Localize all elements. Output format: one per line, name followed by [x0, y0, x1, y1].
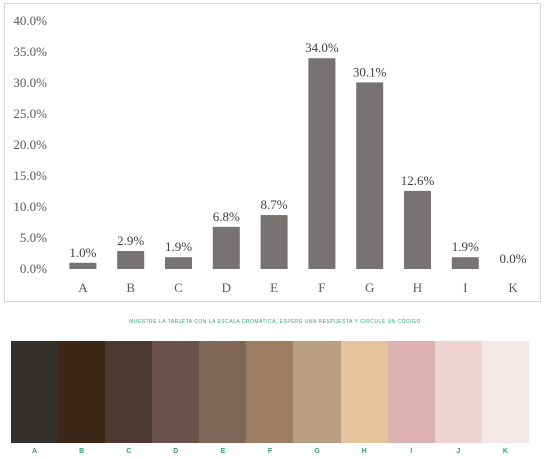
color-swatch: [58, 341, 106, 443]
color-swatch: [293, 341, 341, 443]
chart-frame: 0.0% 5.0% 10.0% 15.0% 20.0% 25.0% 30.0% 35.0% 40…: [4, 3, 541, 302]
bar: [69, 262, 97, 269]
color-scale-labels: A B C D E F G H I J K: [11, 448, 529, 458]
swatch-label: J: [456, 448, 461, 455]
y-tick-label: 25.0%: [13, 106, 47, 121]
color-swatch: [199, 341, 247, 443]
color-swatch: [387, 341, 435, 443]
y-tick-label: 0.0%: [20, 261, 47, 276]
y-tick-label: 10.0%: [13, 199, 47, 214]
bar: [404, 190, 431, 269]
bar: [212, 226, 240, 269]
data-label: 1.9%: [165, 239, 192, 254]
bar: [165, 257, 192, 269]
y-tick-label: 40.0%: [13, 13, 47, 28]
data-label: 6.8%: [213, 209, 240, 224]
swatch-label: K: [502, 448, 508, 455]
data-label: 12.6%: [401, 173, 435, 188]
data-label: 0.0%: [500, 251, 527, 266]
swatch-label: E: [220, 448, 226, 455]
color-scale-strip: [11, 341, 529, 443]
swatch-label: C: [126, 448, 132, 455]
data-label: 1.9%: [452, 239, 479, 254]
color-swatch: [481, 341, 529, 443]
data-label: 34.0%: [305, 40, 339, 55]
color-swatch: [340, 341, 388, 443]
data-label: 8.7%: [261, 197, 288, 212]
bar: [451, 257, 479, 269]
color-swatch: [152, 341, 200, 443]
data-labels: 1.0% 2.9% 1.9% 6.8% 8.7% 34.0% 30.1% 12.6% 1.9% 0…: [69, 40, 526, 266]
x-tick-label: K: [508, 280, 518, 295]
bar: [117, 251, 145, 269]
swatch-label: F: [267, 448, 273, 455]
x-tick-label: E: [270, 280, 278, 295]
data-label: 1.0%: [69, 245, 96, 260]
swatch-label: G: [314, 448, 320, 455]
x-tick-label: I: [463, 280, 467, 295]
swatch-label: D: [173, 448, 179, 455]
color-swatch: [434, 341, 482, 443]
swatch-label: I: [410, 448, 413, 455]
bar: [308, 58, 336, 270]
x-tick-label: D: [222, 280, 231, 295]
y-tick-label: 35.0%: [13, 44, 47, 59]
color-swatch: [246, 341, 294, 443]
data-label: 30.1%: [353, 64, 387, 79]
color-swatch: [105, 341, 153, 443]
y-tick-label: 15.0%: [13, 168, 47, 183]
swatch-label: A: [32, 448, 38, 455]
color-swatch: [11, 341, 59, 443]
y-tick-label: 5.0%: [20, 230, 47, 245]
bars: [69, 58, 479, 270]
x-tick-label: G: [365, 280, 374, 295]
swatch-label: B: [79, 448, 85, 455]
y-tick-label: 20.0%: [13, 137, 47, 152]
x-tick-label: F: [318, 280, 325, 295]
scale-instruction: MUESTRE LA TARJETA CON LA ESCALA CROMATI…: [129, 319, 421, 325]
swatch-label: H: [361, 448, 367, 455]
x-tick-label: H: [413, 280, 422, 295]
x-tick-label: A: [78, 280, 88, 295]
bar-chart: 0.0% 5.0% 10.0% 15.0% 20.0% 25.0% 30.0% 35.0% 40…: [13, 13, 526, 295]
y-tick-label: 30.0%: [13, 75, 47, 90]
bar: [356, 82, 384, 269]
data-label: 2.9%: [117, 233, 144, 248]
bar: [260, 215, 288, 269]
x-tick-label: B: [126, 280, 135, 295]
x-tick-label: C: [174, 280, 183, 295]
y-axis-ticks: 0.0% 5.0% 10.0% 15.0% 20.0% 25.0% 30.0% 35.0% 40…: [13, 13, 47, 276]
